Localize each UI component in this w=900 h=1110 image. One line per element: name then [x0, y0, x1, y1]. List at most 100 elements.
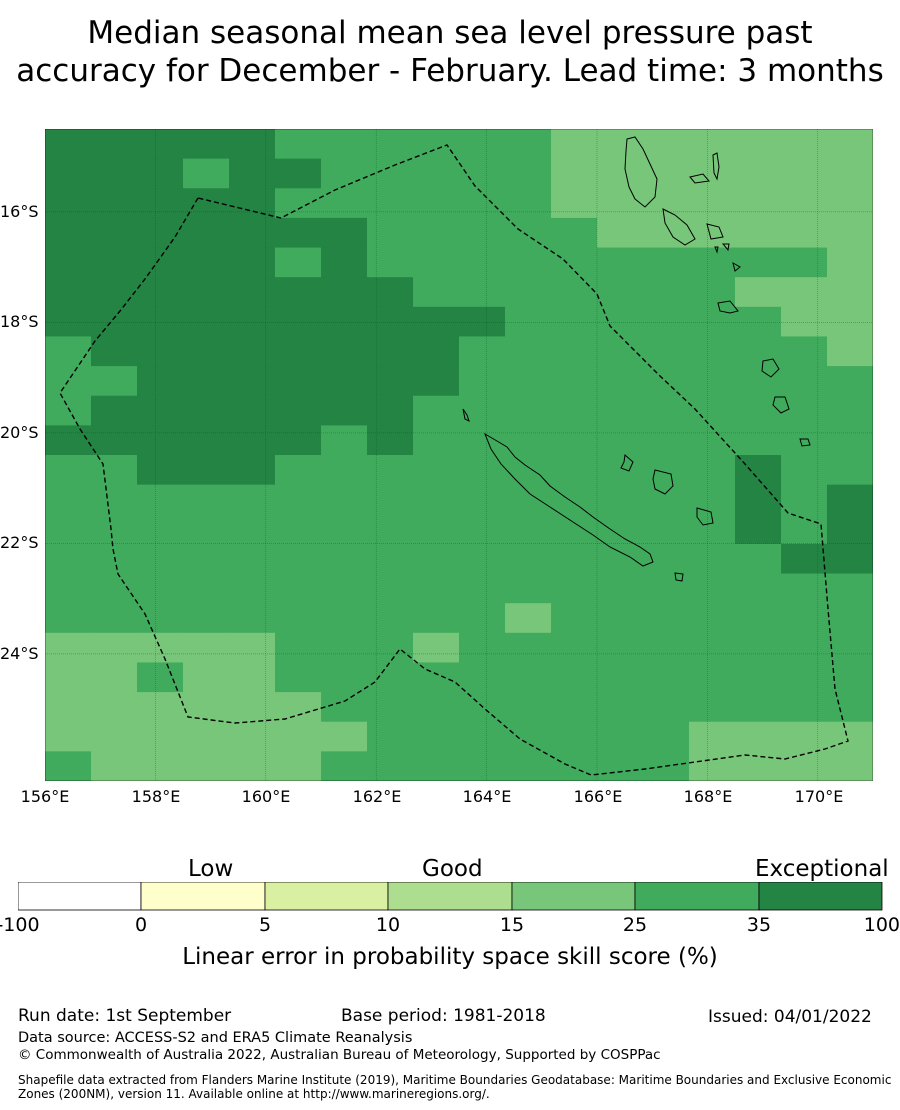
vanuatu-erromango [761, 358, 780, 378]
grid-cell [229, 632, 276, 664]
grid-cell [137, 751, 184, 781]
grid-cell [735, 129, 782, 160]
grid-cell [781, 306, 828, 338]
legend-swatch-minus100-0 [18, 882, 142, 911]
grid-cell [229, 336, 276, 367]
grid-cell [45, 751, 92, 781]
grid-cell [45, 662, 92, 693]
lon-tick-156e: 156°E [20, 787, 70, 806]
grid-cell [689, 662, 736, 693]
grid-cell [413, 277, 460, 308]
vanuatu-ambae [689, 173, 710, 184]
grid-cell [183, 662, 230, 693]
grid-cell [275, 603, 322, 634]
legend-tick-5: 5 [258, 914, 272, 936]
grid-cell [91, 603, 138, 634]
grid-cell [413, 129, 460, 160]
grid-cell [45, 188, 92, 219]
color-legend-bar [18, 882, 883, 911]
grid-cell [321, 543, 368, 575]
eez-boundary [59, 144, 849, 776]
grid-cell [735, 306, 782, 338]
grid-cell [413, 692, 460, 723]
grid-cell [505, 306, 552, 338]
grid-cell [459, 514, 506, 545]
grid-cell [505, 129, 552, 160]
grid-cell [367, 573, 414, 604]
grid-cell [275, 188, 322, 219]
grid-cell [505, 158, 552, 189]
vanuatu-pentecost [712, 152, 720, 181]
grid-cell [137, 484, 184, 515]
legend-swatch-35-100 [758, 882, 883, 911]
legend-tick-10: 10 [375, 914, 401, 936]
vanuatu-small-island-3 [732, 261, 741, 272]
grid-cell [459, 662, 506, 693]
lon-tick-164e: 164°E [462, 787, 512, 806]
grid-cell [229, 692, 276, 723]
grid-cell [597, 336, 644, 367]
grid-cell [505, 277, 552, 308]
legend-swatch-15-25 [511, 882, 636, 911]
grid-cell [321, 662, 368, 693]
isle-of-pines [674, 572, 684, 582]
grid-cell [413, 217, 460, 249]
grid-cell [45, 336, 92, 367]
grid-cell [597, 217, 644, 249]
grid-cell [505, 514, 552, 545]
grid-cell [459, 277, 506, 308]
grid-cell [827, 277, 873, 308]
grid-cell [229, 721, 276, 752]
grid-cell [137, 395, 184, 426]
grid-cell [643, 425, 690, 456]
grid-cell [459, 129, 506, 160]
grid-cell [689, 692, 736, 723]
grid-cell [91, 692, 138, 723]
grid-cell [505, 692, 552, 723]
grid-cell [45, 514, 92, 545]
grid-cell [735, 188, 782, 219]
grid-cell [91, 662, 138, 693]
grid-cell [505, 366, 552, 397]
grid-cell [367, 366, 414, 397]
grid-cell [781, 395, 828, 426]
grid-cell [413, 366, 460, 397]
grid-cell [275, 514, 322, 545]
grid-cell [91, 425, 138, 456]
grid-cell [183, 306, 230, 338]
grid-cell [183, 395, 230, 426]
grid-cell [643, 306, 690, 338]
grid-cell [643, 721, 690, 752]
grid-cell [183, 721, 230, 752]
grid-cell [137, 366, 184, 397]
grid-cell [781, 455, 828, 486]
grid-cell [597, 751, 644, 781]
grid-cell [183, 514, 230, 545]
grid-cell [367, 395, 414, 426]
grid-cell [551, 484, 598, 515]
map-title: Median seasonal mean sea level pressure … [0, 14, 900, 90]
grid-cell [321, 721, 368, 752]
grid-cell [275, 277, 322, 308]
grid-cell [827, 129, 873, 160]
grid-cell [45, 455, 92, 486]
map-title-line-1: Median seasonal mean sea level pressure … [87, 15, 813, 51]
grid-cell [643, 336, 690, 367]
grid-cell [459, 721, 506, 752]
lat-tick-24s: 24°S [0, 644, 39, 663]
grid-cell [827, 721, 873, 752]
grid-cell [183, 129, 230, 160]
grid-cell [689, 543, 736, 575]
grid-cell [413, 188, 460, 219]
grid-cell [459, 573, 506, 604]
grid-cell [735, 692, 782, 723]
grid-cell [689, 306, 736, 338]
grid-cell [321, 277, 368, 308]
grid-cell [229, 277, 276, 308]
grid-cell [643, 129, 690, 160]
grid-cell [735, 217, 782, 249]
grid-cell [183, 247, 230, 278]
grid-cell [45, 721, 92, 752]
grid-cell [505, 751, 552, 781]
lon-tick-170e: 170°E [794, 787, 844, 806]
